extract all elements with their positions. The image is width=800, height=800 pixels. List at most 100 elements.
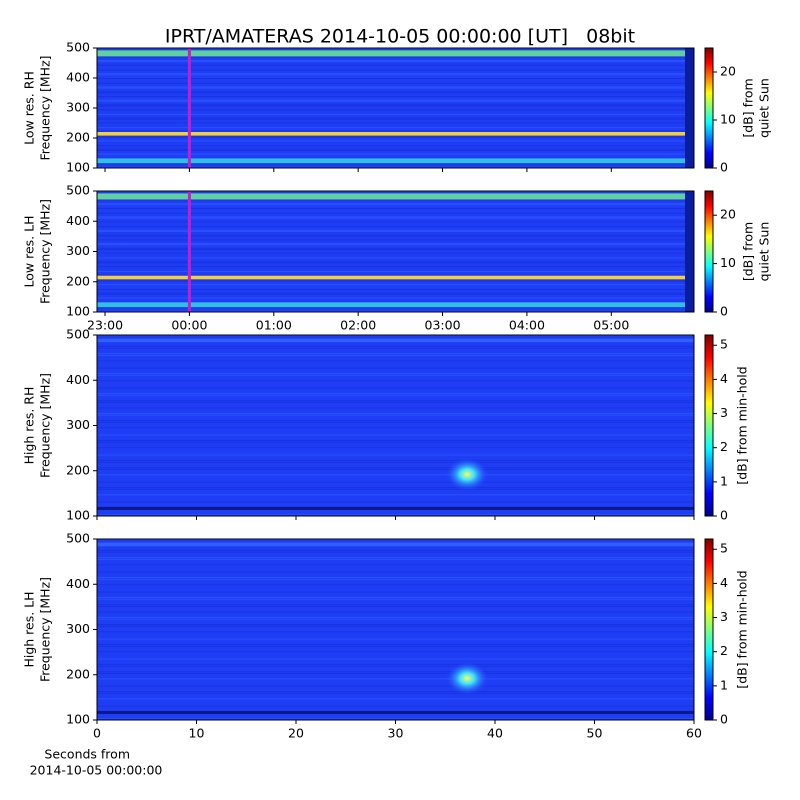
texture-band [97,551,694,553]
texture-band [97,591,694,593]
x-tick-label: 40 [487,726,503,741]
texture-band [97,658,694,660]
y-tick-label: 500 [66,327,90,342]
y-axis-label: Frequency [MHz] [38,55,53,160]
colorbar-tick-label: 10 [720,255,736,270]
y-tick-label: 200 [66,130,90,145]
texture-band [97,474,694,476]
texture-band [97,61,694,63]
texture-band [97,584,694,586]
texture-band [97,204,694,206]
texture-band [97,212,694,214]
colorbar-tick-label: 20 [720,207,736,222]
colorbar-tick-label: 0 [720,304,728,319]
texture-band [97,87,694,89]
texture-band [97,421,694,423]
texture-band [97,229,694,231]
texture-band [97,100,694,102]
colorbar-tick-label: 4 [720,575,728,590]
colorbar-tick-label: 2 [720,643,728,658]
texture-band [97,618,694,620]
texture-band [97,596,694,598]
texture-band [97,598,694,600]
texture-band [97,73,694,75]
spectrogram-background [97,191,694,312]
colorbar-label: quiet Sun [757,222,772,282]
texture-band [97,217,694,219]
texture-band [97,244,694,246]
texture-band [97,247,694,249]
texture-band [97,163,694,165]
texture-band [97,506,694,510]
spectrogram-image [97,191,694,312]
texture-band [97,310,694,312]
texture-band [97,69,694,71]
texture-band [97,578,694,580]
texture-band [97,56,694,58]
texture-band [97,467,694,469]
texture-band [97,302,694,308]
texture-band [685,191,694,312]
texture-band [97,50,694,57]
texture-band [97,216,694,218]
texture-band [97,638,694,640]
x-tick-label: 03:00 [425,318,461,333]
texture-band [97,549,694,551]
texture-band [97,420,694,422]
texture-band [97,148,694,150]
x-tick-label: 20 [288,726,304,741]
texture-band [97,145,694,147]
y-tick-label: 300 [66,100,90,115]
y-tick-label: 500 [66,183,90,198]
texture-band [97,577,694,579]
texture-band [97,678,694,680]
colorbar-label: [dB] from [741,78,756,137]
texture-band [97,118,694,120]
y-tick-label: 400 [66,576,90,591]
texture-band [97,710,694,714]
x-tick-label: 0 [93,726,101,741]
y-tick-label: 400 [66,70,90,85]
texture-band [97,127,694,129]
colorbar-label: [dB] from [741,222,756,281]
texture-band [685,48,694,168]
texture-band [97,447,694,449]
texture-band [97,624,694,626]
texture-band [97,345,694,347]
colorbar [704,190,714,313]
colorbar-tick-label: 3 [720,609,728,624]
y-tick-label: 400 [66,213,90,228]
texture-band [97,401,694,403]
colorbar-tick-label: 1 [720,677,728,692]
y-tick-label: 500 [66,531,90,546]
texture-band [97,414,694,416]
texture-band [97,354,694,356]
x-axis-note: 2014-10-05 00:00:00 [30,763,163,778]
texture-band [97,153,694,155]
colorbar-tick-label: 1 [720,473,728,488]
texture-band [97,604,694,606]
texture-band [97,367,694,369]
texture-band [97,616,694,618]
y-tick-label: 200 [66,462,90,477]
texture-band [97,625,694,627]
texture-band [97,494,694,496]
texture-band [97,454,694,456]
texture-band [97,558,694,560]
texture-band [97,347,694,349]
colorbar [704,334,714,517]
colorbar [704,538,714,721]
y-axis-label: Low res. LH [22,216,37,288]
x-tick-label: 01:00 [256,318,292,333]
texture-band [97,487,694,489]
texture-band [97,643,694,645]
texture-band [97,380,694,382]
texture-band [97,252,694,254]
texture-band [97,488,694,490]
texture-band [97,257,694,259]
x-tick-label: 04:00 [509,318,545,333]
texture-band [97,407,694,409]
texture-band [97,461,694,463]
colorbar-tick-label: 0 [720,160,728,175]
texture-band [97,136,694,138]
